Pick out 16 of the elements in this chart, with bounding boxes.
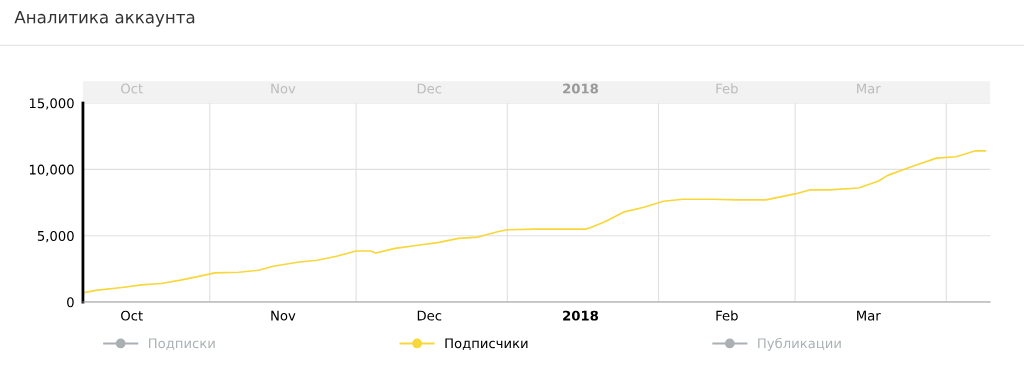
legend-label: Подписки (149, 338, 215, 350)
legend-label: Публикации (758, 337, 841, 351)
chart-title: Аналитика аккаунта (14, 11, 195, 27)
x-tick-label: Dec (417, 310, 442, 321)
legend-label: Подписчики (445, 338, 528, 350)
x2-tick-label: 2018 (563, 83, 599, 94)
x-tick-label: 2018 (563, 310, 599, 321)
x-tick-label: Mar (857, 310, 881, 321)
y-tick-label: 10,000 (29, 164, 74, 176)
x-tick-label: Oct (121, 310, 143, 321)
x-tick-label: Nov (271, 310, 296, 321)
line-series (82, 149, 987, 294)
y-tick-label: 0 (67, 297, 74, 308)
x-tick-label: Feb (716, 310, 738, 321)
y-tick-label: 15,000 (29, 98, 74, 110)
y-tick-label: 5,000 (37, 230, 74, 243)
